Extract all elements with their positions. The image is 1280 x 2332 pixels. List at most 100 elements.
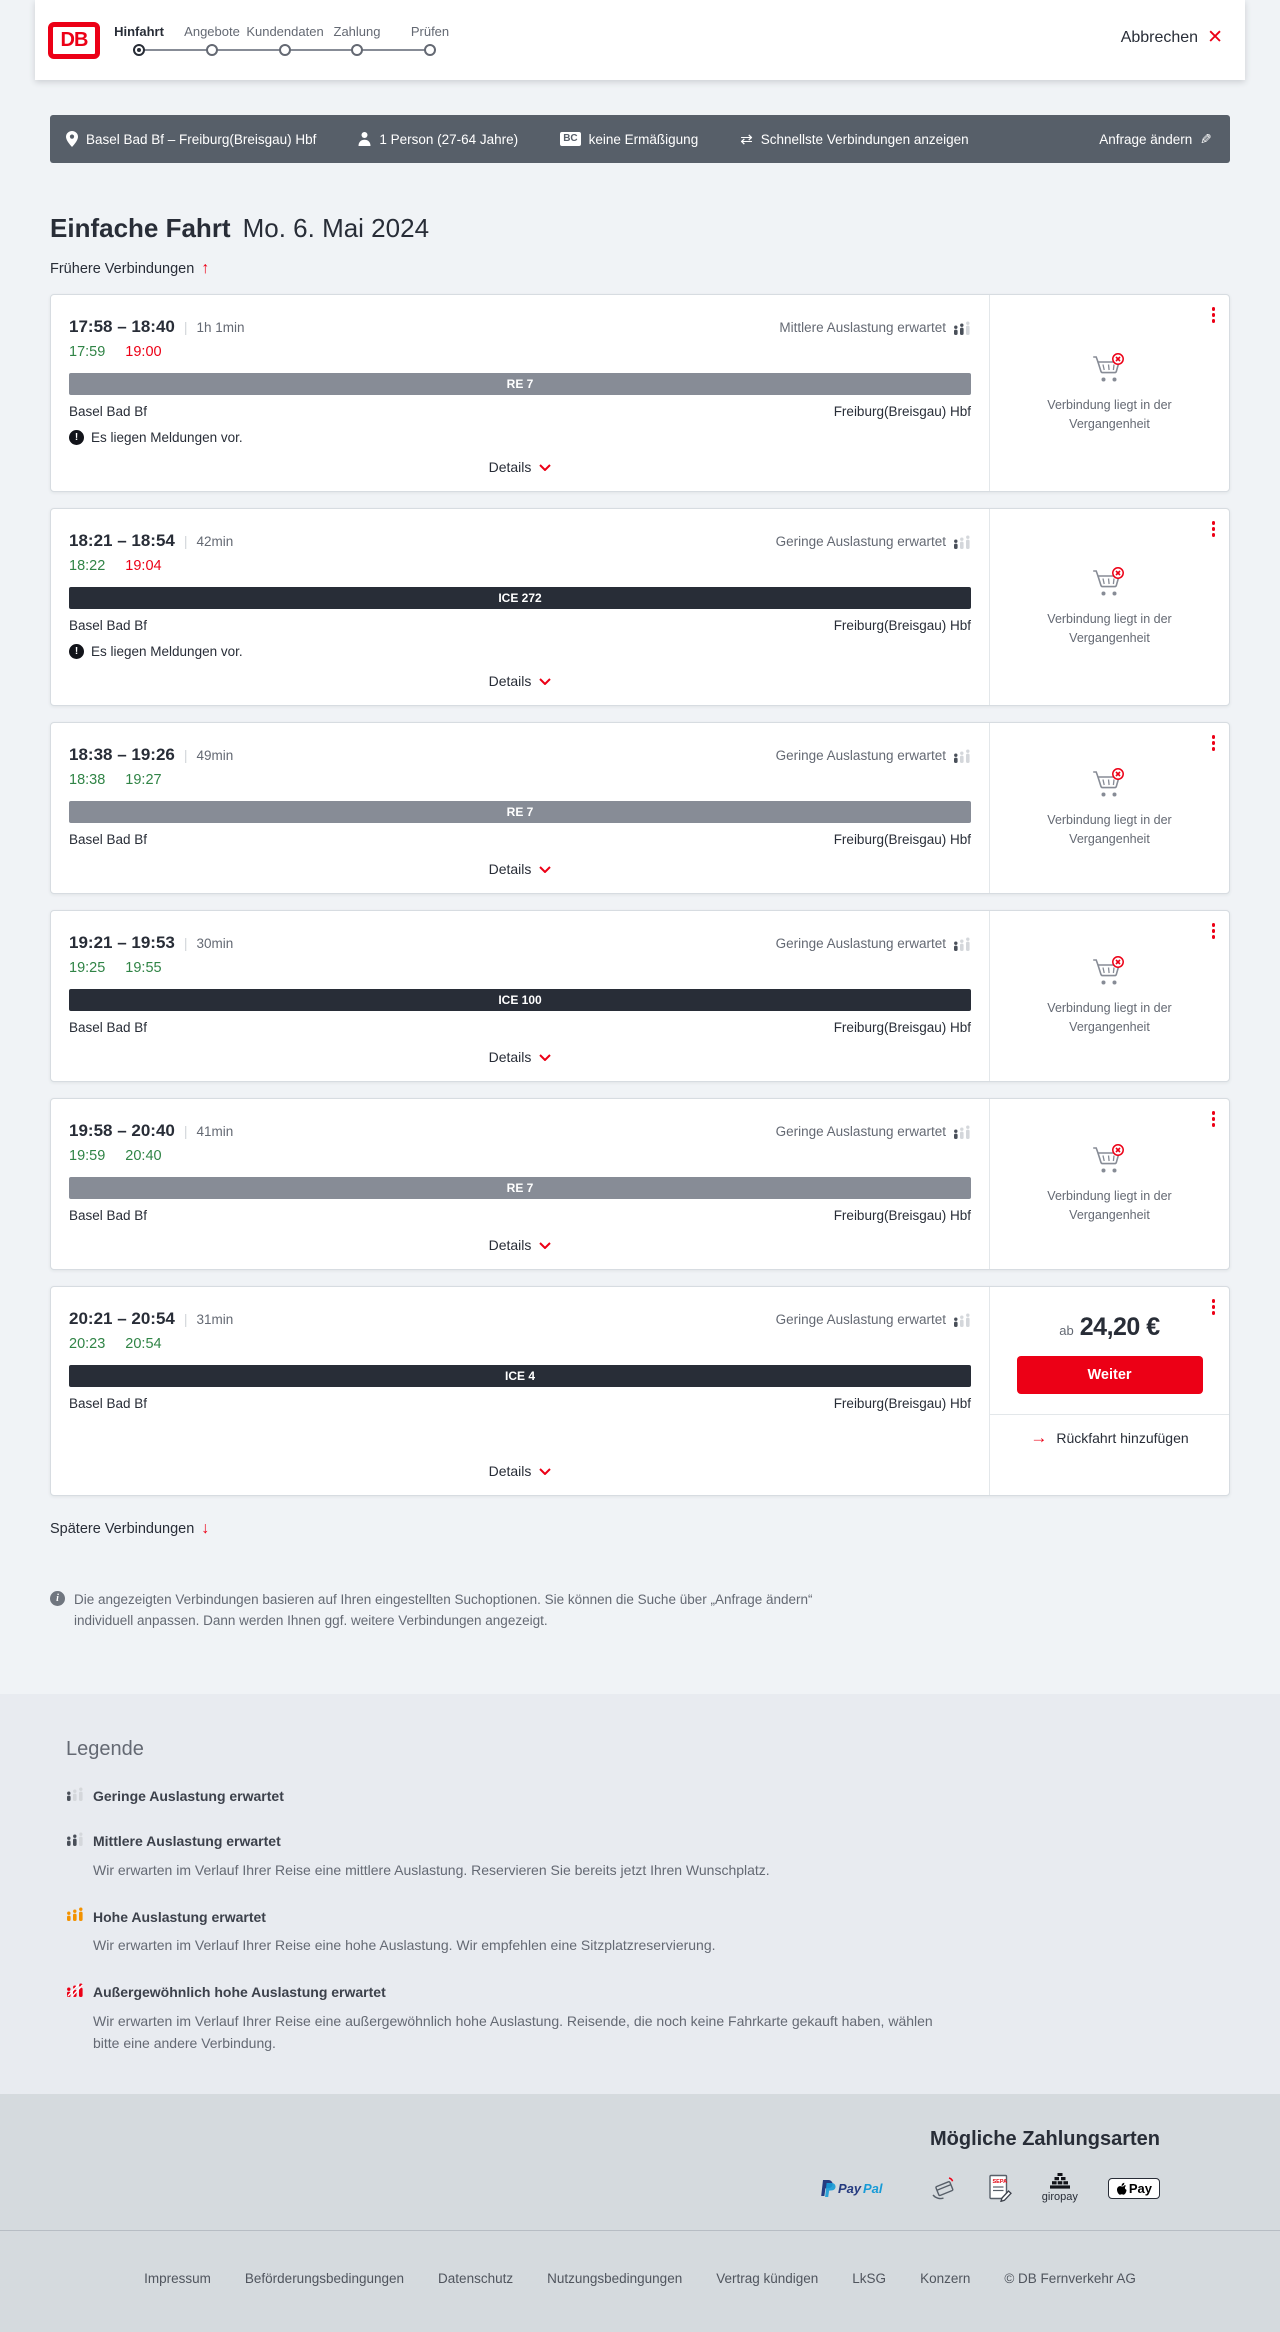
legend-item: Geringe Auslastung erwartet <box>66 1787 1230 1806</box>
price-prefix: ab <box>1059 1323 1074 1338</box>
later-connections-button[interactable]: Spätere Verbindungen ↓ <box>50 1520 209 1538</box>
details-toggle[interactable]: Details <box>489 659 552 693</box>
train-label: ICE 272 <box>498 591 542 605</box>
departure-station: Basel Bad Bf <box>69 832 148 847</box>
occupancy-label: Geringe Auslastung erwartet <box>775 1312 946 1327</box>
db-logo-text: DB <box>60 29 89 51</box>
price: 24,20 € <box>1079 1313 1160 1341</box>
bahncard-icon: BC <box>560 132 581 146</box>
legend-title: Legende <box>66 1737 144 1760</box>
legend-description: Wir erwarten im Verlauf Ihrer Reise eine… <box>93 2012 933 2052</box>
time-range: 18:38 – 19:26 <box>69 745 175 764</box>
step-zahlung[interactable]: Zahlung <box>333 24 381 39</box>
more-options-button[interactable] <box>1211 1299 1215 1315</box>
step-angebote[interactable]: Angebote <box>184 24 240 39</box>
chevron-down-icon <box>539 1241 552 1249</box>
train-segment-bar[interactable]: ICE 4 <box>69 1365 971 1387</box>
details-toggle[interactable]: Details <box>489 445 552 479</box>
step-dot-active-icon[interactable] <box>133 44 145 56</box>
actual-arrival: 19:27 <box>125 772 162 788</box>
paypal-icon: Pay Pal <box>818 2177 900 2199</box>
occupancy-low-icon <box>954 749 970 763</box>
step-pruefen[interactable]: Prüfen <box>410 24 450 39</box>
legend-section: Legende Geringe Auslastung erwartet Mitt… <box>0 1693 1280 2095</box>
footer-link-datenschutz[interactable]: Datenschutz <box>438 2271 514 2287</box>
train-segment-bar[interactable]: ICE 100 <box>69 989 971 1011</box>
legend-label: Mittlere Auslastung erwartet <box>93 1833 281 1850</box>
cart-unavailable-icon <box>1092 768 1124 797</box>
alert-icon: ! <box>69 644 84 659</box>
footer-link-konzern[interactable]: Konzern <box>920 2271 971 2287</box>
footer-link-vertrag-kuendigen[interactable]: Vertrag kündigen <box>716 2271 819 2287</box>
legend-item: Außergewöhnlich hohe Auslastung erwartet… <box>66 1983 1230 2055</box>
footer-link-nutzungsbedingungen[interactable]: Nutzungsbedingungen <box>547 2271 683 2287</box>
chevron-down-icon <box>539 677 552 685</box>
location-pin-icon <box>66 131 78 147</box>
train-segment-bar[interactable]: RE 7 <box>69 801 971 823</box>
app-header: DB Hinfahrt Angebote Kundendaten Zahlung… <box>35 0 1245 80</box>
info-icon: i <box>50 1591 65 1606</box>
continue-button[interactable]: Weiter <box>1016 1356 1203 1394</box>
more-options-button[interactable] <box>1211 307 1215 323</box>
time-range: 18:21 – 18:54 <box>69 531 175 550</box>
applepay-icon: Pay <box>1107 2177 1160 2199</box>
earlier-connections-button[interactable]: Frühere Verbindungen ↑ <box>50 260 209 278</box>
time-range: 19:21 – 19:53 <box>69 933 175 952</box>
cart-unavailable-icon <box>1092 353 1124 382</box>
train-segment-bar[interactable]: RE 7 <box>69 373 971 395</box>
details-toggle[interactable]: Details <box>489 847 552 881</box>
chevron-down-icon <box>539 463 552 471</box>
step-dot-icon[interactable] <box>206 44 218 56</box>
occupancy-label: Geringe Auslastung erwartet <box>775 1124 946 1139</box>
occupancy-medium-icon <box>954 321 970 335</box>
later-connections-label: Spätere Verbindungen <box>50 1521 195 1537</box>
more-options-button[interactable] <box>1211 735 1215 751</box>
add-return-button[interactable]: → Rückfahrt hinzufügen <box>1030 1415 1188 1461</box>
train-segment-bar[interactable]: ICE 272 <box>69 587 971 609</box>
occupancy-low-icon <box>954 1313 970 1327</box>
duration: 1h 1min <box>196 320 245 335</box>
actual-arrival: 20:40 <box>125 1148 162 1164</box>
more-options-button[interactable] <box>1211 521 1215 537</box>
search-info-text: Die angezeigten Verbindungen basieren au… <box>74 1592 813 1628</box>
legend-item: Mittlere Auslastung erwartet Wir erwarte… <box>66 1832 1230 1881</box>
train-label: RE 7 <box>506 805 534 819</box>
details-toggle[interactable]: Details <box>489 1449 552 1483</box>
giropay-icon: giropay <box>1042 2173 1078 2203</box>
connection-card: 17:58 – 18:40 | 1h 1min Mittlere Auslast… <box>50 294 1230 492</box>
occupancy-label: Mittlere Auslastung erwartet <box>779 320 946 335</box>
footer-link-impressum[interactable]: Impressum <box>144 2271 211 2287</box>
payment-section: Mögliche Zahlungsarten Pay Pal <box>0 2094 1280 2231</box>
step-dot-icon[interactable] <box>424 44 436 56</box>
more-options-button[interactable] <box>1211 1111 1215 1127</box>
actual-departure: 18:38 <box>69 772 106 788</box>
chevron-down-icon <box>539 1053 552 1061</box>
step-dot-icon[interactable] <box>279 44 291 56</box>
search-summary-bar: Basel Bad Bf – Freiburg(Breisgau) Hbf 1 … <box>50 115 1230 163</box>
footer-link-lksg[interactable]: LkSG <box>852 2271 887 2287</box>
actual-departure: 17:59 <box>69 344 106 360</box>
step-kundendaten[interactable]: Kundendaten <box>246 24 324 39</box>
details-toggle[interactable]: Details <box>489 1035 552 1069</box>
train-segment-bar[interactable]: RE 7 <box>69 1177 971 1199</box>
edit-search-button[interactable]: Anfrage ändern ✎ <box>1099 131 1212 148</box>
step-hinfahrt[interactable]: Hinfahrt <box>114 24 164 39</box>
more-options-button[interactable] <box>1211 923 1215 939</box>
footer-link-befoerderungsbedingungen[interactable]: Beförderungsbedingungen <box>244 2271 405 2287</box>
earlier-connections-label: Frühere Verbindungen <box>50 261 195 277</box>
arrival-station: Freiburg(Breisgau) Hbf <box>833 1020 971 1035</box>
cancel-button[interactable]: Abbrechen ✕ <box>1121 28 1223 47</box>
arrival-station: Freiburg(Breisgau) Hbf <box>833 832 971 847</box>
cart-unavailable-icon <box>1092 567 1124 596</box>
occupancy-indicator: Geringe Auslastung erwartet <box>776 534 971 549</box>
actual-departure: 19:59 <box>69 1148 106 1164</box>
cart-unavailable-icon <box>1092 956 1124 985</box>
details-toggle[interactable]: Details <box>489 1223 552 1257</box>
pencil-icon: ✎ <box>1200 130 1212 147</box>
add-return-label: Rückfahrt hinzufügen <box>1056 1430 1189 1446</box>
search-info-note: i Die angezeigten Verbindungen basieren … <box>50 1590 860 1632</box>
db-logo[interactable]: DB <box>48 22 100 59</box>
occupancy-low-icon <box>66 1787 84 1806</box>
step-dot-icon[interactable] <box>351 44 363 56</box>
messages-note: ! Es liegen Meldungen vor. <box>69 644 971 659</box>
